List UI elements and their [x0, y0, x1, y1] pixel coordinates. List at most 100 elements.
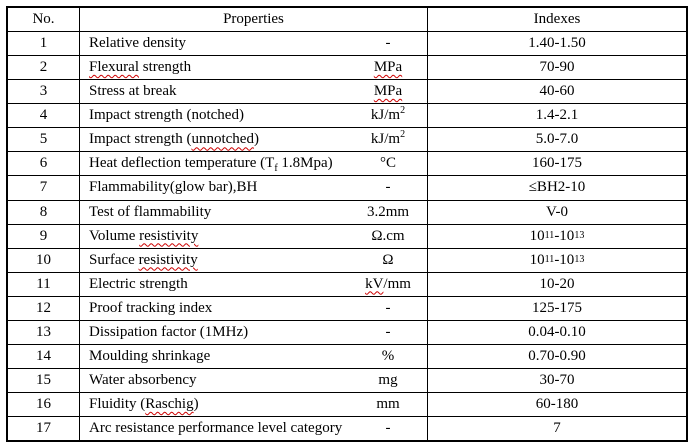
property-name: Test of flammability	[89, 203, 357, 220]
table-row: 11 Electric strength kV/mm 10-20	[8, 271, 686, 296]
text-segment: 2	[39, 59, 48, 76]
text-segment: Surface	[89, 251, 139, 268]
text-segment: kJ/m	[370, 107, 401, 124]
table-row: 12 Proof tracking index - 125-175	[8, 295, 686, 320]
text-segment: 11	[36, 275, 51, 292]
text-segment: 13	[36, 323, 51, 340]
table-row: 4 Impact strength (notched) kJ/m2 1.4-2.1	[8, 103, 686, 128]
text-segment: 70-90	[539, 59, 575, 76]
table-row: 14 Moulding shrinkage% 0.70-0.90	[8, 343, 686, 368]
subscript-text: f	[274, 163, 278, 175]
index-value-cell: 10-20	[427, 272, 686, 296]
header-cell-no: No.	[32, 11, 55, 28]
text-segment: 60-180	[535, 396, 579, 413]
property-cell: Proof tracking index -	[79, 296, 427, 320]
text-segment: -	[385, 299, 391, 316]
text-segment: 3	[39, 83, 48, 100]
text-segment: °C	[379, 155, 396, 172]
property-cell: Test of flammability 3.2mm	[79, 200, 427, 224]
property-name: Electric strength	[89, 276, 357, 292]
unit-label: -	[357, 324, 419, 340]
superscript-text: 2	[400, 129, 406, 141]
text-segment: Flammability(glow bar),BH	[89, 179, 258, 196]
index-value-cell: 125-175	[427, 296, 686, 320]
text-segment: /mm	[383, 275, 411, 292]
text-segment: 0.70-0.90	[528, 347, 586, 364]
property-cell: Moulding shrinkage%	[79, 344, 427, 368]
table-row: 2 Flexural strength MPa 70-90	[8, 55, 686, 80]
text-segment: )	[193, 396, 199, 413]
text-segment: 125-175	[532, 299, 582, 316]
row-number-cell: 10	[8, 249, 79, 272]
text-segment: 1	[39, 35, 48, 52]
text-segment: Raschig	[145, 396, 194, 413]
text-segment: resistivity	[138, 251, 198, 268]
property-name: Flammability(glow bar),BH	[89, 180, 357, 195]
text-segment: 40-60	[539, 83, 575, 100]
row-number-cell: 15	[8, 369, 79, 392]
text-segment: Test of flammability	[89, 203, 212, 220]
unit-label: mg	[357, 371, 419, 388]
text-segment: mg	[378, 371, 398, 388]
property-cell: Water absorbency mg	[79, 368, 427, 392]
text-segment: MPa	[373, 83, 403, 100]
index-value-cell: 60-180	[427, 393, 686, 417]
row-number-cell: 4	[8, 104, 79, 127]
text-segment: strength	[139, 59, 192, 76]
header-cell-properties: Properties	[79, 8, 427, 32]
row-number-cell: 9	[8, 225, 79, 248]
text-segment: 10	[529, 227, 545, 244]
property-name: Heat deflection temperature (Tf 1.8Mpa)	[89, 156, 357, 175]
text-segment: 15	[36, 371, 51, 388]
property-name: Flexural strength	[89, 60, 357, 75]
property-cell: Dissipation factor (1MHz) -	[79, 320, 427, 344]
text-segment: )	[253, 131, 259, 148]
table-row: 7 Flammability(glow bar),BH - ≤BH2-10	[8, 175, 686, 200]
index-value-cell: 10 11 -10 13	[427, 248, 686, 272]
text-segment: -10	[554, 227, 575, 244]
text-segment: ≤BH2-10	[528, 179, 586, 196]
text-segment: Proof tracking index	[89, 299, 213, 316]
unit-label: Ω	[357, 252, 419, 268]
unit-label: MPa	[357, 84, 419, 99]
text-segment: 10	[36, 251, 51, 268]
index-value-cell: 30-70	[427, 368, 686, 392]
unit-label: mm	[357, 397, 419, 412]
table-row: 16 Fluidity (Raschig) mm 60-180	[8, 392, 686, 417]
text-segment: 5.0-7.0	[535, 131, 579, 148]
row-number-cell: 16	[8, 393, 79, 416]
row-number-cell: 13	[8, 321, 79, 344]
text-segment: Ω.cm	[371, 227, 405, 244]
unit-label: -	[357, 421, 419, 436]
text-segment: -	[385, 35, 391, 52]
property-cell: Heat deflection temperature (Tf 1.8Mpa) °…	[79, 152, 427, 176]
text-segment: Flexural	[89, 59, 139, 76]
property-name: Dissipation factor (1MHz)	[89, 323, 357, 340]
index-value-cell: 5.0-7.0	[427, 128, 686, 152]
unit-label: kV/mm	[357, 275, 419, 292]
index-value-cell: 160-175	[427, 152, 686, 176]
text-segment: 4	[39, 107, 48, 124]
table-row: 17 Arc resistance performance level categ…	[8, 416, 686, 441]
property-name: Relative density	[89, 36, 357, 51]
table-row: 9 Volume resistivity Ω.cm 10 11 -10 13	[8, 223, 686, 248]
row-number-cell: 5	[8, 128, 79, 151]
text-segment: 1.40-1.50	[528, 35, 586, 52]
properties-table: No. Properties Indexes 1 Relative density…	[6, 6, 688, 442]
text-segment: mm	[376, 396, 400, 413]
index-value-cell: 40-60	[427, 80, 686, 104]
property-name: Moulding shrinkage	[89, 348, 357, 364]
property-cell: Flexural strength MPa	[79, 56, 427, 80]
text-segment: Dissipation factor (1MHz)	[89, 323, 249, 340]
text-segment: 10	[529, 251, 545, 268]
unit-label: °C	[357, 156, 419, 171]
index-value-cell: V-0	[427, 200, 686, 224]
text-segment: Relative density	[89, 35, 187, 52]
property-name: Impact strength (unnotched)	[89, 132, 357, 147]
property-cell: Volume resistivity Ω.cm	[79, 224, 427, 248]
text-segment: MPa	[373, 59, 403, 76]
text-segment: 3.2mm	[366, 203, 410, 220]
table-row: 13 Dissipation factor (1MHz) - 0.04-0.10	[8, 319, 686, 344]
text-segment: 30-70	[539, 371, 575, 388]
property-cell: Fluidity (Raschig) mm	[79, 393, 427, 417]
